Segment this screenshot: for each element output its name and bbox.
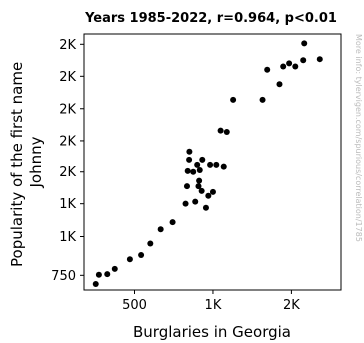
data-point — [202, 204, 209, 211]
y-axis-label-line-2: Johnny — [27, 136, 45, 188]
data-point — [209, 188, 216, 195]
y-tick-label: 2K — [59, 102, 76, 117]
data-point — [207, 161, 214, 168]
x-tick-label: 500 — [122, 298, 147, 313]
data-point — [182, 200, 189, 207]
data-point — [196, 177, 203, 184]
y-axis-label: Popularity of the first name Johnny — [8, 57, 45, 267]
data-point — [301, 40, 308, 47]
data-point — [183, 183, 190, 190]
data-point — [213, 161, 220, 168]
data-point — [194, 161, 201, 168]
y-tick-label: 1K — [59, 230, 76, 245]
data-point — [276, 81, 283, 88]
data-point — [147, 240, 154, 247]
data-point — [300, 57, 307, 64]
data-point — [92, 281, 99, 288]
y-tick-label: 2K — [59, 38, 76, 53]
data-point — [104, 271, 111, 278]
data-point — [169, 219, 176, 226]
data-point — [186, 156, 193, 163]
data-point — [259, 96, 266, 103]
x-axis: 500 1K 2K — [122, 290, 300, 313]
y-tick-label: 2K — [59, 70, 76, 85]
chart-title: Years 1985-2022, r=0.964, p<0.01 — [84, 11, 337, 26]
data-point — [184, 167, 191, 174]
x-tick-label: 2K — [283, 298, 300, 313]
x-axis-label: Burglaries in Georgia — [133, 323, 291, 341]
y-axis-label-line-1: Popularity of the first name — [8, 62, 26, 267]
data-point — [198, 187, 205, 194]
data-point — [205, 192, 212, 199]
data-point — [223, 129, 230, 136]
data-point — [292, 63, 299, 70]
data-point — [195, 183, 202, 190]
data-point — [280, 63, 287, 70]
data-point — [286, 60, 293, 67]
data-point — [111, 265, 118, 272]
data-point — [190, 168, 197, 175]
data-point — [230, 96, 237, 103]
x-tick-label: 1K — [205, 298, 222, 313]
data-point — [196, 167, 203, 174]
y-axis: 750 1K 1K 2K 2K 2K 2K 2K — [51, 38, 84, 284]
data-point — [126, 256, 133, 263]
watermark: More info: tylervigen.com/spurious/corre… — [354, 34, 363, 242]
data-point — [220, 163, 227, 170]
data-point — [199, 156, 206, 163]
y-tick-label: 1K — [59, 197, 76, 212]
data-point — [217, 127, 224, 134]
data-point — [192, 198, 199, 205]
data-point — [157, 226, 164, 233]
data-point — [138, 252, 145, 259]
data-point — [316, 56, 323, 63]
y-tick-label: 2K — [59, 165, 76, 180]
y-tick-label: 750 — [51, 269, 76, 284]
data-point — [95, 271, 102, 278]
data-point — [264, 66, 271, 73]
y-tick-label: 2K — [59, 134, 76, 149]
data-points — [92, 40, 323, 288]
plot-area — [83, 33, 342, 291]
data-point — [186, 148, 193, 155]
